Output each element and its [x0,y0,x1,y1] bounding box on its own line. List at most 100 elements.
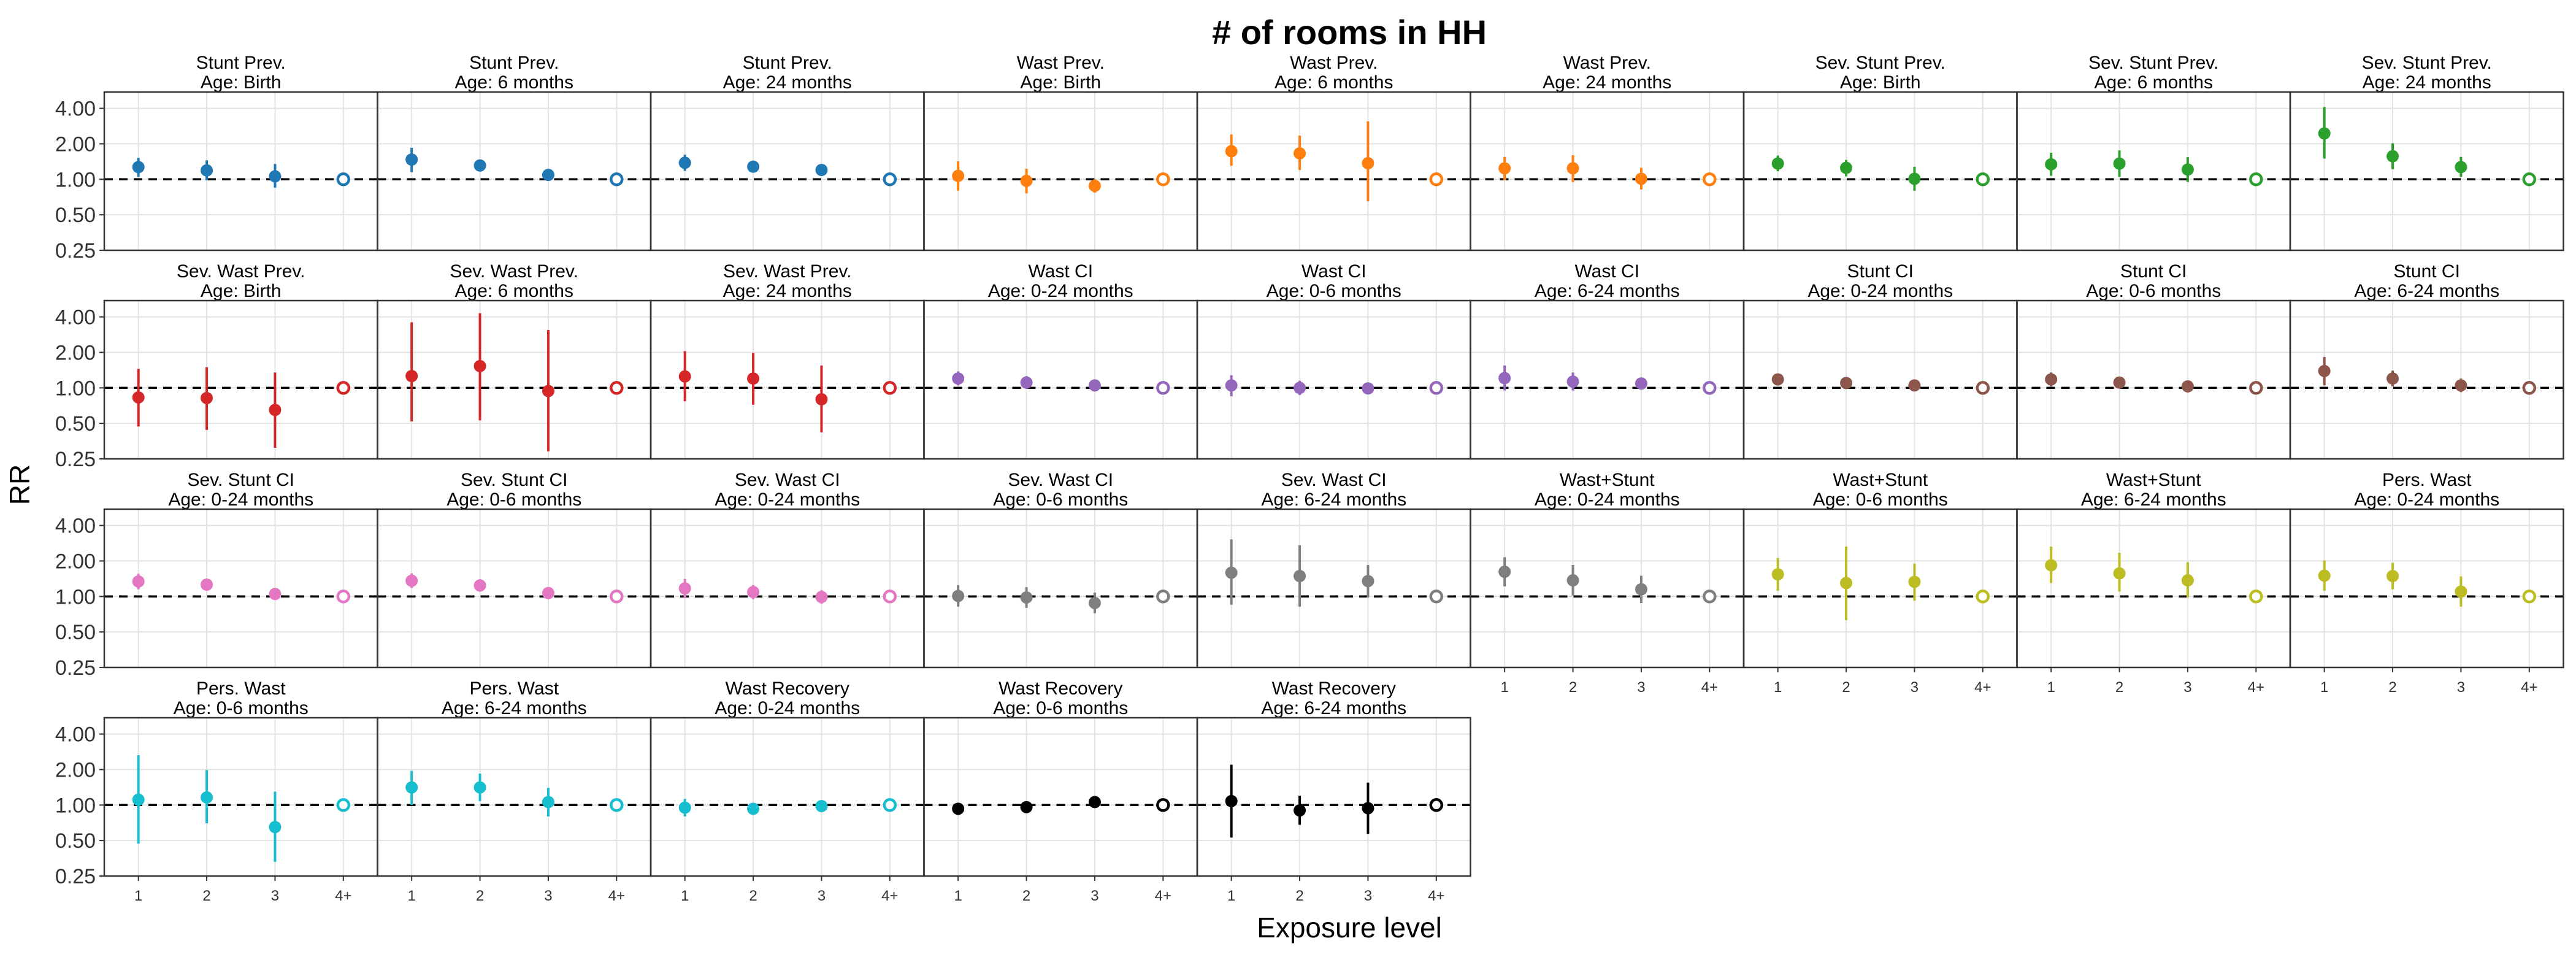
reference-point [2522,172,2537,186]
x-tick-label: 4+ [2248,679,2264,696]
reference-point [610,798,624,812]
panel-title-line1: Sev. Wast CI [735,470,840,490]
x-tick-label: 1 [134,888,142,904]
x-tick-label: 2 [2388,679,2396,696]
panel-title-line1: Stunt CI [2394,261,2460,282]
data-point [2386,150,2399,163]
data-point [473,159,486,172]
panel-border [1196,717,1471,877]
reference-point [1156,590,1170,604]
data-point [1225,566,1238,579]
panel-title-line1: Wast Recovery [999,678,1122,699]
panel-title-line2: Age: 6-24 months [1535,281,1680,301]
panel-title-line1: Wast+Stunt [2106,470,2201,490]
data-point [132,391,145,404]
panel-title-line2: Age: 6 months [1275,72,1393,93]
y-tick-label: 2.00 [55,133,96,156]
panel-title-line2: Age: 6 months [455,281,573,301]
data-point [1840,577,1853,590]
data-point [1020,591,1033,604]
facet-panel: Wast Prev.Age: Birth [923,53,1198,252]
x-tick-label: 1 [2320,679,2328,696]
panel-title-line2: Age: Birth [201,72,282,93]
x-tick-label: 4+ [1428,888,1444,904]
panel-title-line1: Sev. Wast CI [1281,470,1387,490]
x-tick-label: 4+ [608,888,625,904]
panel-title-line2: Age: 6 months [455,72,573,93]
data-point [678,582,691,595]
chart-title: # of rooms in HH [1212,13,1487,52]
reference-point [2522,590,2537,604]
panel-title-line1: Wast Recovery [1272,678,1396,699]
data-point [1020,801,1033,813]
x-tick-label: 2 [1842,679,1850,696]
panel-title-line2: Age: 0-6 months [993,698,1128,718]
data-point [1635,377,1647,390]
reference-point [2249,590,2263,604]
data-point [2113,157,2126,170]
reference-point [883,590,897,604]
panel-title-line1: Sev. Stunt Prev. [1815,53,1945,73]
x-tick-label: 3 [271,888,279,904]
data-point [1840,377,1853,390]
data-point [132,575,145,588]
panel-title-line2: Age: 0-24 months [1807,281,1953,301]
data-point [1771,157,1784,170]
x-tick-label: 4+ [1155,888,1171,904]
reference-point [336,798,351,812]
reference-point [1429,172,1444,186]
panel-title-line1: Stunt Prev. [469,53,559,73]
reference-point [1429,381,1444,395]
x-tick-label: 3 [2457,679,2465,696]
panel-border [1742,508,2018,669]
panel-border [923,717,1198,877]
data-point [1840,161,1853,174]
data-point [1088,596,1101,609]
panel-title-line2: Age: Birth [1840,72,1921,93]
panel-border [377,508,652,669]
panel-title-line1: Sev. Wast Prev. [723,261,852,282]
data-point [1362,575,1374,588]
panel-title-line1: Stunt Prev. [743,53,832,73]
panel-title-line2: Age: 0-6 months [1267,281,1401,301]
x-tick-label: 1 [1774,679,1782,696]
panel-title-line1: Pers. Wast [2382,470,2472,490]
panel-title-line2: Age: 6-24 months [2081,490,2226,510]
facet-panel: Sev. Wast Prev.Age: Birth 0.25 0.50 1.00 2.0… [55,261,378,471]
data-point [952,169,965,182]
data-point [201,578,213,591]
reference-point [1156,798,1170,812]
panel-title-line1: Sev. Wast Prev. [177,261,305,282]
x-tick-label: 4+ [2521,679,2537,696]
data-point [1294,382,1306,394]
panel-border [923,91,1198,252]
data-point [201,164,213,177]
panel-title-line2: Age: Birth [201,281,282,301]
panel-title-line1: Pers. Wast [196,678,286,699]
panel-border [103,299,378,460]
panel-title-line2: Age: 0-6 months [447,490,581,510]
data-point [2386,372,2399,385]
x-tick-label: 3 [1911,679,1919,696]
data-point [1908,575,1921,588]
panel-border [1470,508,1745,669]
data-point [1498,566,1511,578]
data-point [1771,373,1784,386]
panel-title-line2: Age: 0-6 months [993,490,1128,510]
reference-point [1703,172,1717,186]
panel-title-line1: Wast Recovery [726,678,849,699]
x-tick-label: 3 [818,888,826,904]
data-point [952,590,965,602]
y-tick-label: 1.00 [55,168,96,191]
facet-panels: Stunt Prev.Age: Birth0.250.501.002.004.0… [55,53,2564,904]
y-tick-label: 4.00 [55,98,96,121]
panel-title-line2: Age: 0-6 months [174,698,309,718]
